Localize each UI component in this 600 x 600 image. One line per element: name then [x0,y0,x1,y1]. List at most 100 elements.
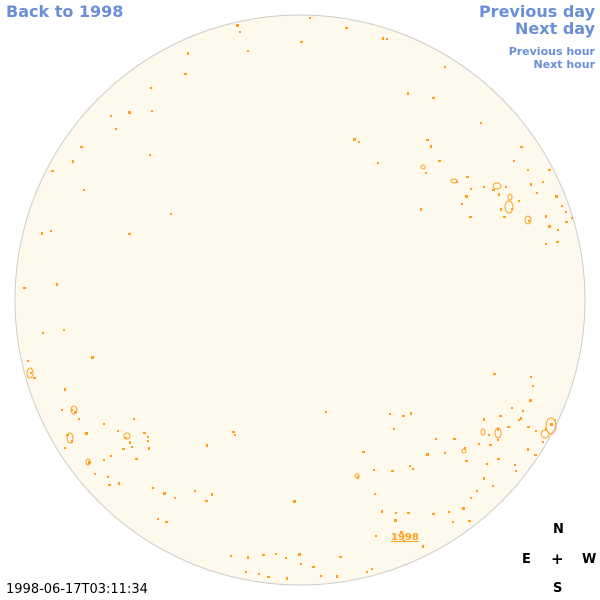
contour-ring [420,164,426,170]
contour-mark [117,430,119,432]
previous-day-link[interactable]: Previous day [478,2,595,21]
contour-mark [236,24,239,27]
contour-mark [247,556,249,559]
next-hour-link[interactable]: Next hour [533,58,596,71]
contour-mark [358,141,360,143]
contour-mark [530,183,532,186]
contour-mark [465,195,468,198]
contour-mark [147,436,149,438]
contour-mark [462,507,465,510]
next-day-link[interactable]: Next day [515,19,595,38]
contour-mark [492,485,494,487]
contour-mark [468,520,471,522]
contour-mark [394,519,397,522]
contour-mark [80,146,83,148]
contour-mark [63,329,65,331]
previous-hour-link[interactable]: Previous hour [508,45,595,58]
contour-mark [565,211,567,213]
contour-ring [354,473,360,479]
contour-mark [489,444,492,446]
contour-mark [545,215,547,218]
contour-mark [83,189,85,191]
contour-mark [561,205,563,207]
contour-mark [503,216,506,218]
contour-mark [234,434,236,436]
contour-mark [534,454,537,456]
contour-mark [497,458,500,460]
compass-west-label: W [582,552,597,567]
contour-mark [407,92,409,95]
back-to-year-link[interactable]: Back to 1998 [6,2,124,21]
contour-mark [118,482,120,485]
contour-mark [300,563,302,565]
contour-mark [94,473,96,475]
contour-mark [554,419,556,421]
contour-mark [165,521,168,523]
contour-ring [70,405,78,415]
contour-mark [518,419,520,421]
contour-mark [511,208,513,210]
contour-mark [527,448,529,451]
contour-ring [540,429,550,439]
contour-mark [386,38,388,40]
contour-mark [432,97,435,99]
contour-mark [27,360,29,362]
contour-mark [513,160,515,162]
year-link[interactable]: 1998 [391,532,419,543]
contour-mark [122,448,125,450]
contour-mark [470,188,472,190]
contour-mark [452,521,454,523]
contour-mark [393,428,395,430]
contour-mark [448,511,450,513]
contour-mark [469,216,472,218]
contour-mark [412,468,414,470]
contour-mark [143,432,146,434]
contour-mark [483,477,485,480]
contour-mark [150,87,152,89]
contour-mark [532,385,534,387]
contour-mark [381,510,383,513]
contour-mark [391,470,394,472]
contour-mark [170,213,172,215]
contour-mark [30,372,32,374]
contour-mark [336,575,338,578]
contour-mark [71,409,73,411]
contour-mark [230,555,232,557]
contour-mark [377,162,379,164]
contour-mark [409,465,411,467]
contour-mark [530,376,532,378]
contour-ring [504,200,514,214]
contour-mark [128,111,131,114]
compass-south-label: S [553,581,563,596]
contour-mark [557,229,559,231]
contour-mark [548,169,551,171]
contour-mark [205,500,208,502]
contour-mark [545,243,547,245]
contour-mark [465,460,468,462]
contour-ring [545,417,557,435]
contour-mark [550,423,553,426]
contour-mark [507,426,510,428]
contour-ring [123,432,131,440]
contour-ring [494,427,502,439]
contour-mark [353,138,356,141]
contour-mark [174,497,176,499]
contour-mark [371,568,373,570]
contour-mark [444,66,446,68]
contour-mark [239,31,241,33]
compass-east-label: E [522,552,531,567]
contour-mark [426,453,429,456]
contour-mark [488,434,490,436]
solar-disk [14,14,586,586]
contour-mark [128,233,131,235]
contour-mark [432,513,435,515]
contour-mark [339,556,342,558]
contour-mark [325,411,327,413]
contour-mark [565,221,568,223]
contour-mark [555,195,558,198]
contour-mark [420,208,422,211]
contour-mark [499,415,502,417]
contour-mark [486,463,488,465]
contour-mark [505,186,507,188]
